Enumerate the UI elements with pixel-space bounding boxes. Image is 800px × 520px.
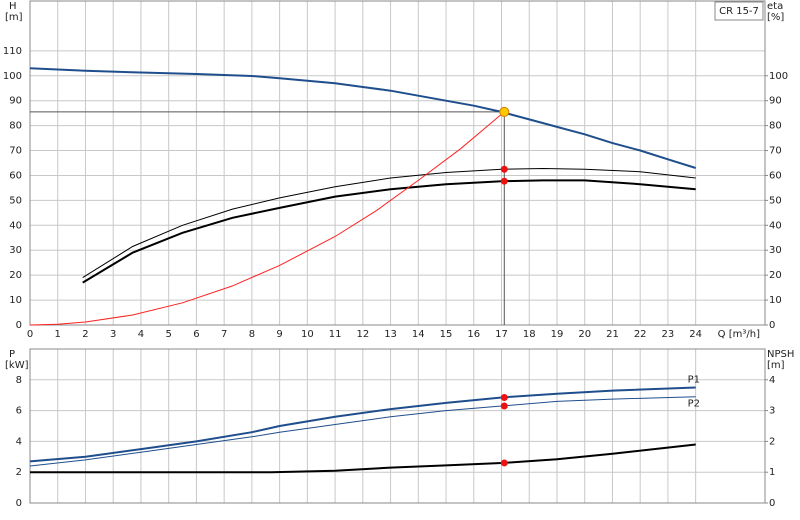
y-axis-title: P bbox=[9, 349, 15, 360]
x-tick-label: 7 bbox=[221, 329, 227, 340]
plot-frame bbox=[29, 348, 766, 504]
series-label: P1 bbox=[688, 375, 700, 386]
y-tick-label: 10 bbox=[9, 295, 22, 306]
y2-axis-unit: [m] bbox=[767, 360, 785, 371]
x-tick-label: 5 bbox=[165, 329, 171, 340]
duty-point bbox=[500, 165, 508, 173]
y2-tick-label: 10 bbox=[769, 295, 782, 306]
y2-tick-label: 80 bbox=[769, 121, 782, 132]
x-tick-label: 19 bbox=[551, 329, 564, 340]
y-tick-label: 110 bbox=[3, 46, 22, 57]
y2-tick-label: 0 bbox=[769, 320, 775, 331]
y2-tick-label: 70 bbox=[769, 146, 782, 157]
x-tick-label: 10 bbox=[301, 329, 314, 340]
x-tick-label: 22 bbox=[634, 329, 647, 340]
y-tick-label: 30 bbox=[9, 245, 22, 256]
x-tick-label: 18 bbox=[523, 329, 536, 340]
x-tick-label: 17 bbox=[495, 329, 508, 340]
y2-tick-label: 20 bbox=[769, 270, 782, 281]
x-tick-label: 3 bbox=[110, 329, 116, 340]
duty-point bbox=[499, 106, 510, 117]
x-tick-label: 8 bbox=[249, 329, 255, 340]
series-label: P2 bbox=[688, 399, 700, 410]
y-axis-title: H bbox=[9, 1, 17, 12]
x-tick-label: 12 bbox=[356, 329, 369, 340]
curve bbox=[82, 179, 696, 284]
y2-tick-label: 30 bbox=[769, 245, 782, 256]
x-tick-label: 4 bbox=[138, 329, 144, 340]
y-tick-label: 6 bbox=[16, 406, 22, 417]
curve bbox=[29, 111, 505, 326]
y-tick-label: 60 bbox=[9, 170, 22, 181]
y2-tick-label: 2 bbox=[769, 436, 775, 447]
x-tick-label: 1 bbox=[55, 329, 61, 340]
x-tick-label: 2 bbox=[82, 329, 88, 340]
x-tick-label: 9 bbox=[276, 329, 282, 340]
x-tick-label: 20 bbox=[578, 329, 591, 340]
y-tick-label: 4 bbox=[16, 436, 22, 447]
y2-tick-label: 0 bbox=[769, 498, 775, 509]
y2-tick-label: 4 bbox=[769, 375, 775, 386]
y-tick-label: 100 bbox=[3, 71, 22, 82]
y2-tick-label: 1 bbox=[769, 467, 775, 478]
curve bbox=[29, 396, 696, 467]
y-tick-label: 80 bbox=[9, 121, 22, 132]
y-tick-label: 90 bbox=[9, 96, 22, 107]
y-tick-label: 40 bbox=[9, 220, 22, 231]
duty-point bbox=[500, 402, 508, 410]
x-tick-label: 6 bbox=[193, 329, 199, 340]
x-tick-label: 16 bbox=[467, 329, 480, 340]
plot-frame bbox=[29, 0, 766, 326]
y-tick-label: 70 bbox=[9, 146, 22, 157]
x-tick-label: 14 bbox=[412, 329, 425, 340]
y-tick-label: 0 bbox=[16, 320, 22, 331]
x-tick-label: 13 bbox=[384, 329, 397, 340]
y-tick-label: 50 bbox=[9, 195, 22, 206]
x-tick-label: 11 bbox=[329, 329, 342, 340]
x-tick-label: 24 bbox=[689, 329, 702, 340]
curve bbox=[82, 167, 696, 279]
y2-axis-unit: [%] bbox=[767, 12, 784, 23]
curve bbox=[29, 386, 696, 463]
y-tick-label: 2 bbox=[16, 467, 22, 478]
y2-axis-title: eta bbox=[767, 1, 783, 12]
y-tick-label: 8 bbox=[16, 375, 22, 386]
duty-point bbox=[500, 394, 508, 402]
y-axis-unit: [kW] bbox=[5, 360, 29, 371]
duty-point bbox=[500, 459, 508, 467]
curve bbox=[30, 443, 696, 474]
x-tick-label: 0 bbox=[27, 329, 33, 340]
y2-tick-label: 3 bbox=[769, 406, 775, 417]
y-axis-unit: [m] bbox=[5, 12, 23, 23]
y2-tick-label: 90 bbox=[769, 96, 782, 107]
x-tick-label: 23 bbox=[662, 329, 675, 340]
x-axis-title: Q [m³/h] bbox=[718, 329, 760, 340]
legend-box bbox=[714, 1, 764, 21]
y-tick-label: 20 bbox=[9, 270, 22, 281]
x-tick-label: 21 bbox=[606, 329, 619, 340]
y2-tick-label: 100 bbox=[769, 71, 788, 82]
y2-tick-label: 60 bbox=[769, 170, 782, 181]
legend-title: CR 15-7 bbox=[719, 6, 759, 17]
x-tick-label: 15 bbox=[440, 329, 453, 340]
y2-tick-label: 40 bbox=[769, 220, 782, 231]
y2-tick-label: 50 bbox=[769, 195, 782, 206]
curve bbox=[29, 67, 696, 169]
y2-axis-title: NPSH bbox=[767, 349, 794, 360]
duty-point bbox=[500, 177, 508, 185]
y-tick-label: 0 bbox=[16, 498, 22, 509]
